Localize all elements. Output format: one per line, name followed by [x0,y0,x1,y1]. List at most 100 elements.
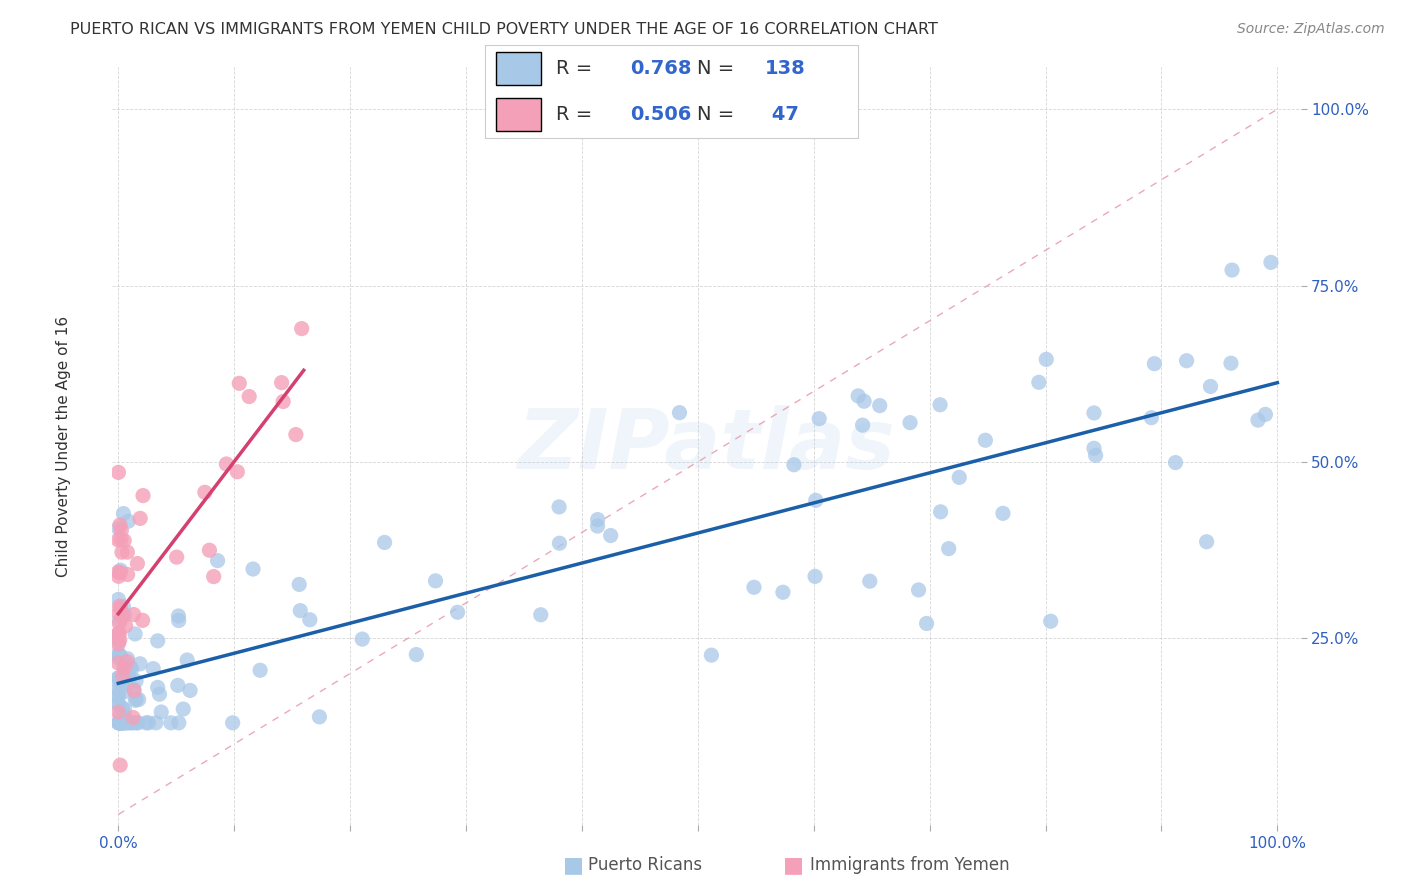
Point [107,637,129,651]
Point [852,418,875,433]
Point [117,567,139,582]
Point [148,687,170,701]
Point [207,553,229,567]
Point [132,489,155,503]
Point [599,528,621,542]
Point [107,715,129,730]
Point [242,562,264,576]
Point [1195,534,1218,549]
Point [107,690,129,704]
Point [742,580,765,594]
Point [160,715,183,730]
Text: N =: N = [697,105,741,124]
Point [122,683,145,698]
Text: ■: ■ [562,855,583,875]
Point [127,715,149,730]
Point [127,557,149,571]
Point [110,708,132,723]
Point [290,604,312,618]
Point [974,434,997,448]
Point [121,715,143,730]
Point [425,574,447,588]
Point [172,702,194,716]
Text: R =: R = [555,105,599,124]
Point [804,569,827,583]
Point [107,627,129,641]
Point [1199,379,1222,393]
Point [1084,448,1107,462]
Point [107,697,129,711]
Point [352,632,374,646]
Point [167,715,190,730]
Point [700,648,723,662]
Point [846,389,869,403]
Point [112,507,135,521]
Point [1220,356,1243,370]
Point [374,535,396,549]
Point [110,601,132,615]
Point [124,627,146,641]
Point [108,758,131,772]
Point [115,655,138,669]
Point [668,406,690,420]
Text: R =: R = [555,59,599,78]
Point [125,673,148,688]
Point [929,398,952,412]
Point [118,670,141,684]
Text: 47: 47 [765,105,799,124]
Point [128,692,150,706]
Point [117,652,139,666]
Point [308,710,330,724]
Point [125,715,148,730]
Point [772,585,794,599]
Point [853,394,876,409]
Point [238,390,260,404]
Point [166,678,188,692]
Point [271,394,294,409]
Text: Child Poverty Under the Age of 16: Child Poverty Under the Age of 16 [56,316,70,576]
Point [1039,614,1062,628]
Point [586,519,609,533]
Point [548,500,571,514]
Point [117,514,139,528]
Point [122,607,145,622]
Point [179,683,201,698]
Point [530,607,553,622]
Point [298,613,321,627]
Point [221,715,243,730]
Point [112,675,135,690]
Point [121,715,143,730]
Point [808,411,831,425]
Point [166,550,188,565]
Point [112,672,135,686]
Point [110,524,132,538]
Point [112,661,135,675]
Point [114,703,136,717]
Point [915,616,938,631]
Point [107,651,129,665]
Point [249,663,271,677]
Point [167,614,190,628]
Point [135,715,157,730]
Text: 0.506: 0.506 [630,105,692,124]
Text: ■: ■ [783,855,804,875]
Point [114,684,136,698]
Text: PUERTO RICAN VS IMMIGRANTS FROM YEMEN CHILD POVERTY UNDER THE AGE OF 16 CORRELAT: PUERTO RICAN VS IMMIGRANTS FROM YEMEN CH… [70,22,938,37]
Point [291,321,314,335]
Point [138,715,160,730]
Point [108,715,131,730]
Point [107,569,129,583]
Point [1220,263,1243,277]
Point [110,715,132,730]
Point [1083,442,1105,456]
Point [131,613,153,627]
Point [1028,376,1050,390]
Point [783,458,806,472]
Point [1254,408,1277,422]
Point [991,506,1014,520]
Point [288,577,311,591]
Point [1035,352,1057,367]
Point [110,715,132,730]
Point [1164,456,1187,470]
Point [176,653,198,667]
